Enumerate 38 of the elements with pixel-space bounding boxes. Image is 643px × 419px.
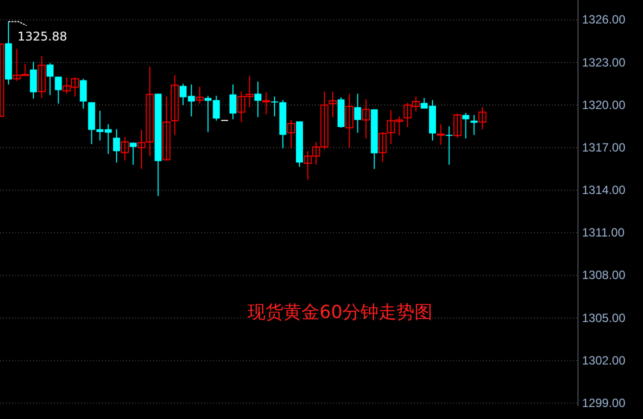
y-tick-label: 1323.00 [582,55,626,70]
candlestick [80,78,87,110]
y-tick-label: 1305.00 [582,310,626,325]
candlestick [30,61,37,100]
y-tick-label: 1311.00 [582,226,625,240]
candlestick [170,74,179,136]
candlestick [38,56,46,98]
y-tick-label: 1317.00 [582,140,626,154]
y-tick-label: 1302.00 [582,353,626,368]
candlestick [262,92,270,115]
candlestick [453,113,462,138]
candlestick [345,93,354,148]
candlestick [229,84,236,120]
candlestick [46,62,54,96]
y-tick-label: 1326.00 [582,12,626,27]
candlestick [446,126,453,166]
candlestick [287,119,296,149]
candlestick [362,98,370,139]
candlestick [54,76,62,104]
candlestick [130,142,137,166]
annotation: 现货黄金60分钟走势图 [248,302,432,323]
annotation: 1325.88 [17,30,68,44]
candlestick [478,106,486,130]
y-tick-label: 1299.00 [582,396,626,410]
candlestick [254,81,262,118]
candlestick [462,112,470,139]
candlestick [162,96,170,161]
y-tick-label: 1320.00 [582,98,626,112]
y-tick-label: 1314.00 [582,183,626,198]
candlestick [354,93,362,134]
candlestick [436,124,445,146]
candlestick [196,86,204,104]
candlestick [120,136,129,161]
candlestick [113,128,120,164]
candlestick [378,132,387,162]
candlestick [470,114,478,136]
y-tick-label: 1308.00 [582,268,626,282]
candlestick [328,91,337,118]
